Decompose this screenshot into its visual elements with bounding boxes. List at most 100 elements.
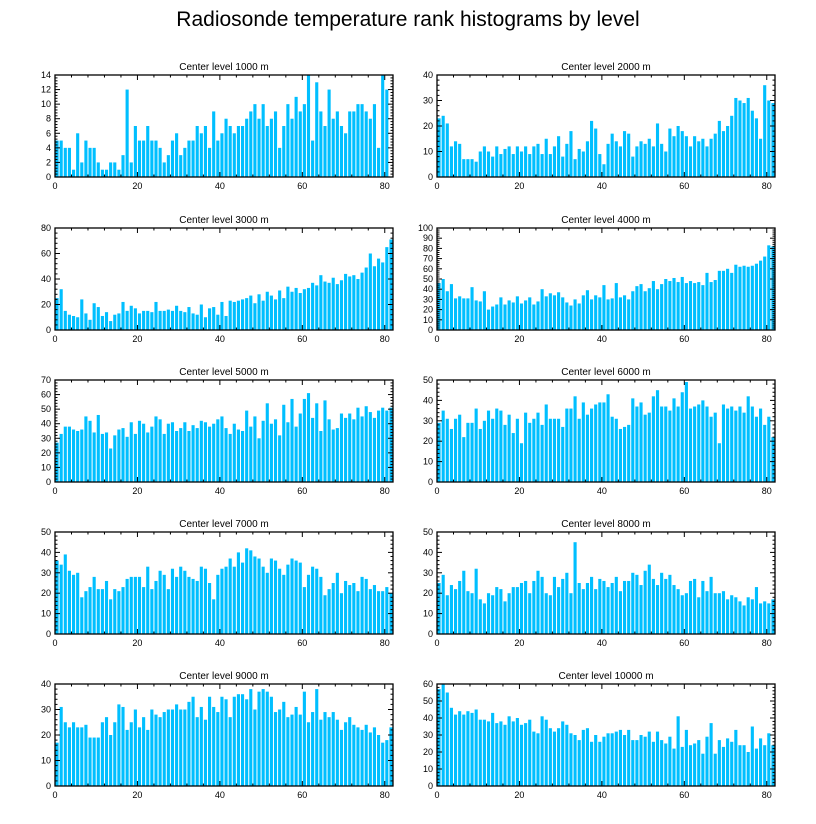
- panel-6-bar: [771, 437, 775, 482]
- panel-7-xtick-label: 80: [380, 638, 390, 648]
- panel-2-bar: [763, 85, 767, 177]
- panel-1-bar: [286, 104, 290, 177]
- panel-5-bar: [129, 422, 133, 482]
- panel-9-bar: [150, 709, 154, 786]
- panel-1-bar: [216, 140, 220, 177]
- panel-3-bar: [245, 298, 249, 331]
- panel-10-bar: [598, 741, 602, 786]
- panel-9-bar: [381, 742, 385, 786]
- panel-10-xtick-label: 60: [679, 790, 689, 800]
- panel-8-ytick-label: 0: [428, 629, 433, 639]
- panel-10-bar: [478, 719, 482, 786]
- panel-4-bar: [528, 297, 532, 330]
- panel-7-bar: [290, 558, 294, 634]
- panel-8-bar: [577, 583, 581, 634]
- panel-1-bar: [265, 126, 269, 177]
- panel-4-bar: [660, 284, 664, 330]
- panel-9-bar: [104, 717, 109, 786]
- panel-10-bar: [552, 731, 557, 786]
- panel-2-bar: [470, 159, 474, 177]
- panel-2-ytick-label: 30: [423, 96, 433, 106]
- panel-7-bar: [162, 574, 166, 634]
- panel-6-bar: [503, 424, 507, 482]
- panel-6-bar: [482, 420, 486, 482]
- panel-3-bar: [269, 295, 273, 330]
- panel-7-bar: [306, 574, 311, 634]
- panel-2-bar: [618, 146, 622, 177]
- panel-8-bar: [590, 576, 594, 634]
- panel-6-bar: [705, 406, 709, 482]
- panel-9-xtick-label: 80: [380, 790, 390, 800]
- panel-2-bar: [631, 156, 635, 177]
- panel-6-bar: [730, 406, 734, 482]
- panel-5-bar: [88, 420, 92, 482]
- panel-7-bar: [360, 576, 364, 634]
- panel-10-bar: [738, 745, 742, 786]
- panel-6-bar: [651, 396, 655, 482]
- panel-4-bar: [614, 283, 618, 330]
- panel-7-bar: [125, 578, 129, 634]
- panel-5-ytick-label: 70: [41, 375, 51, 385]
- panel-9-bar: [232, 696, 236, 786]
- panel-3-bar: [146, 310, 150, 331]
- panel-2-bar: [577, 148, 581, 177]
- panel-4-bar: [569, 305, 573, 330]
- panel-8-bar: [561, 578, 565, 634]
- panel-4-bar: [548, 293, 552, 330]
- panel-2-ytick-label: 0: [428, 172, 433, 182]
- panel-3-bar: [339, 280, 344, 330]
- panel-9-bar: [240, 694, 245, 786]
- panel-10-bar: [449, 707, 453, 786]
- panel-3-bar: [104, 312, 109, 330]
- panel-8-bar: [437, 583, 441, 634]
- panel-9-bar: [360, 729, 364, 786]
- panel-7-bar: [117, 591, 121, 634]
- panel-2-bar: [713, 133, 717, 177]
- panel-2-bar: [684, 136, 688, 177]
- panel-4-bar: [478, 301, 482, 330]
- panel-10-bar: [540, 716, 544, 786]
- panel-6-ytick-label: 50: [423, 375, 433, 385]
- panel-1-bar: [71, 169, 76, 177]
- panel-10-bar: [643, 736, 647, 786]
- panel-5-bar: [150, 426, 154, 482]
- panel-9-bar: [385, 740, 389, 786]
- panel-4-bar: [726, 268, 730, 330]
- panel-7-bar: [191, 578, 195, 634]
- panel-7-bar: [88, 587, 92, 634]
- panel-9-bar: [364, 724, 368, 786]
- panel-9-bar: [302, 691, 306, 786]
- panel-9-bar: [335, 719, 339, 786]
- panel-8-bar: [606, 587, 610, 634]
- panel-7-ytick-label: 30: [41, 568, 51, 578]
- panel-1-bar: [249, 111, 253, 177]
- panel-4-bar: [631, 291, 635, 330]
- panel-3-bar: [166, 309, 170, 330]
- panel-4-bar: [738, 266, 742, 330]
- panel-6-bar: [767, 416, 771, 482]
- panel-9-bar: [269, 696, 273, 786]
- panel-6-bar: [709, 416, 713, 482]
- panel-10-ytick-label: 30: [423, 730, 433, 740]
- panel-10-bar: [482, 719, 486, 786]
- panel-5-bar: [212, 423, 216, 482]
- panel-1-bar: [368, 118, 372, 177]
- panel-1-bar: [306, 75, 311, 177]
- panel-2-bar: [499, 154, 503, 177]
- panel-5-bar: [319, 431, 323, 482]
- panel-9-bar: [195, 717, 199, 786]
- panel-6-bar: [585, 414, 590, 482]
- panel-1-ytick-label: 10: [41, 99, 51, 109]
- panel-1-bar: [282, 126, 286, 177]
- panel-1-bar: [245, 118, 249, 177]
- panel-10-bar: [734, 729, 738, 786]
- panel-6-bar: [721, 404, 726, 482]
- panel-1-bar: [319, 111, 323, 177]
- panel-2-bar: [437, 118, 441, 177]
- panel-10-bar: [581, 729, 585, 786]
- panel-2-title: Center level 2000 m: [561, 62, 651, 73]
- panel-1-xtick-label: 60: [297, 181, 307, 191]
- panel-10-bar: [701, 753, 705, 786]
- panel-4-ytick-label: 90: [423, 233, 433, 243]
- panel-4-bar: [763, 256, 767, 330]
